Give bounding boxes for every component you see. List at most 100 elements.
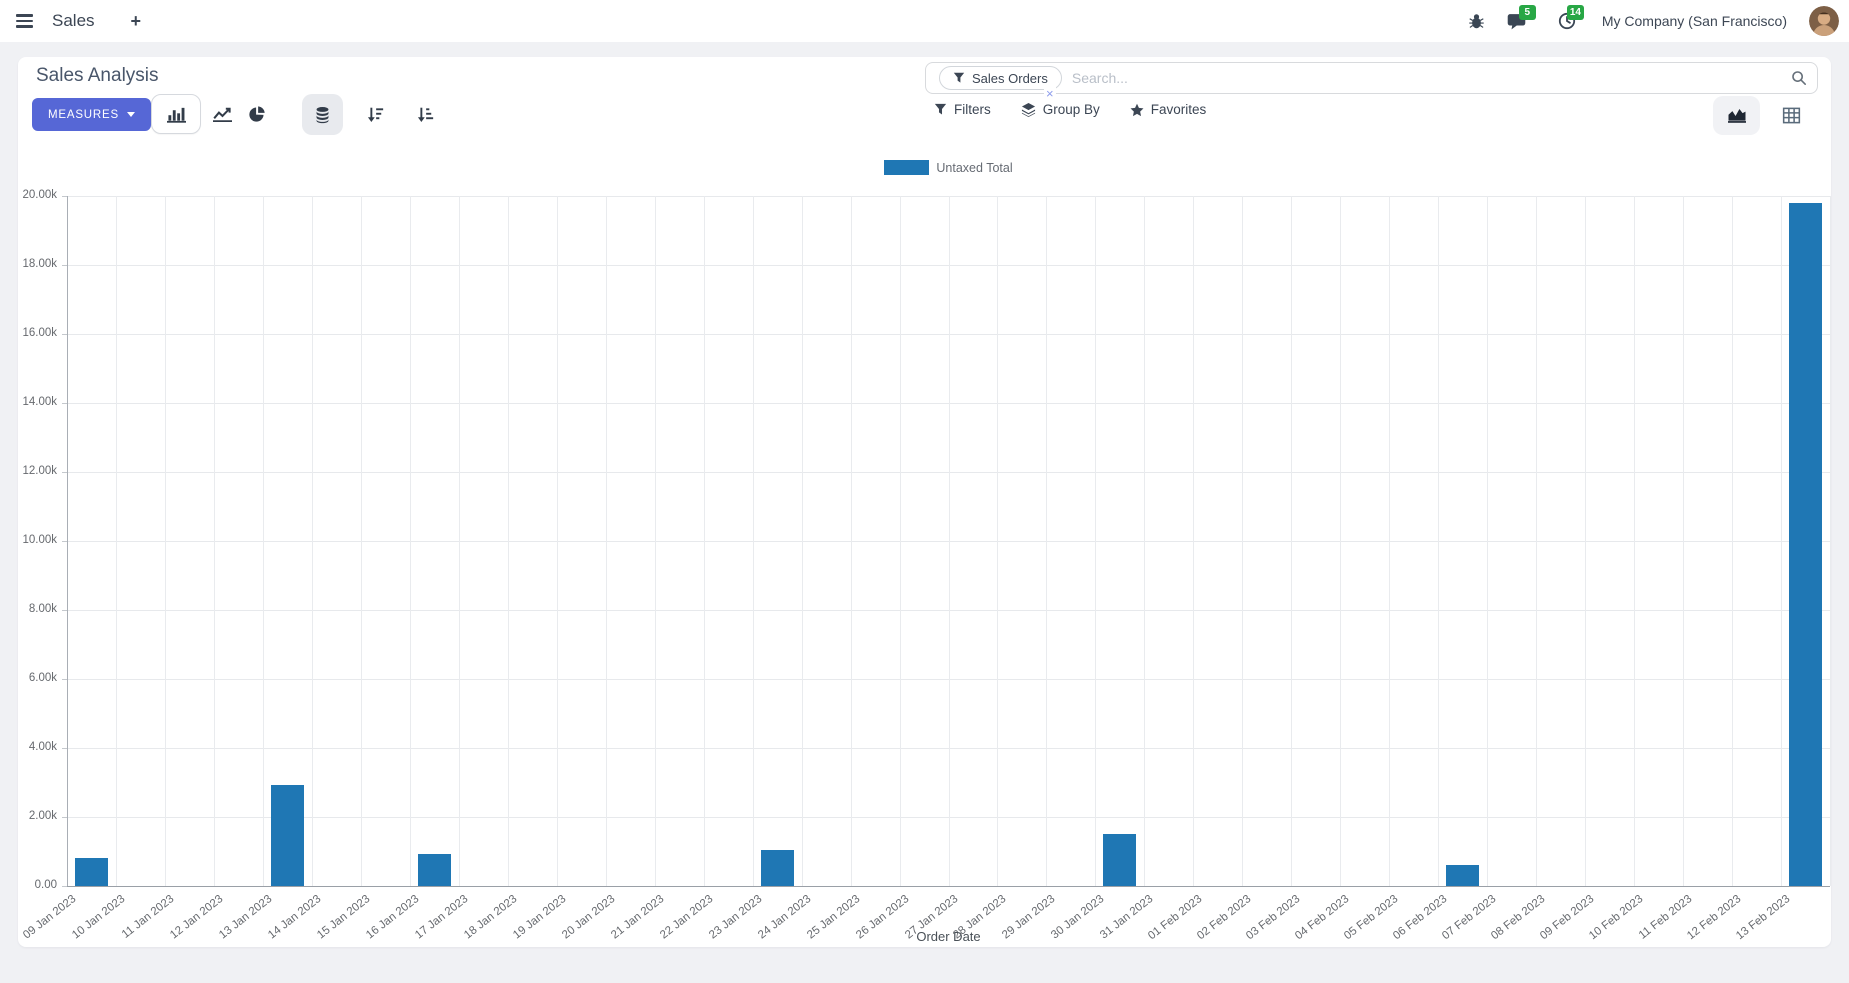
- apps-menu-icon[interactable]: [16, 9, 40, 33]
- x-gridline: [899, 196, 901, 886]
- y-axis-label: 4.00k: [28, 741, 57, 753]
- x-gridline: [605, 196, 607, 886]
- content-card: Sales Analysis MEASURES: [18, 57, 1831, 947]
- messages-icon[interactable]: 5: [1504, 5, 1536, 34]
- bar[interactable]: [417, 853, 451, 886]
- page-title: Sales Analysis: [36, 65, 159, 86]
- pivot-view-button[interactable]: [1768, 96, 1815, 135]
- y-axis-label: 10.00k: [22, 534, 57, 546]
- sort-descending-button[interactable]: [355, 94, 395, 134]
- top-navbar: Sales + 5 14 My Company (San Francisco): [0, 0, 1849, 42]
- x-gridline: [1193, 196, 1195, 886]
- x-gridline: [507, 196, 509, 886]
- bar-chart-plot: 0.00 2.00k 4.00k 6.00k 8.00k 10.00k 12.00k 14.0…: [21, 189, 1831, 942]
- star-icon: [1130, 103, 1144, 116]
- filter-funnel-icon: [953, 72, 965, 83]
- pivot-table-icon: [1782, 107, 1801, 124]
- x-gridline: [115, 196, 117, 886]
- y-axis-line: [67, 196, 68, 886]
- y-tick: [62, 610, 67, 611]
- facet-remove-icon[interactable]: ×: [1044, 86, 1056, 101]
- app-name[interactable]: Sales: [52, 11, 95, 30]
- x-gridline: [311, 196, 313, 886]
- y-tick: [62, 748, 67, 749]
- x-gridline: [1144, 196, 1146, 886]
- user-avatar[interactable]: [1809, 6, 1839, 36]
- line-chart-view-button[interactable]: [202, 94, 242, 134]
- x-gridline: [997, 196, 999, 886]
- x-gridline: [1340, 196, 1342, 886]
- y-tick: [62, 265, 67, 266]
- area-chart-icon: [1727, 108, 1746, 123]
- bar[interactable]: [760, 850, 794, 886]
- search-input[interactable]: [1071, 70, 1791, 86]
- facet-label: Sales Orders: [972, 70, 1048, 86]
- legend-label: Untaxed Total: [936, 160, 1013, 175]
- y-axis-label: 14.00k: [22, 396, 57, 408]
- x-gridline: [1536, 196, 1538, 886]
- x-gridline: [1242, 196, 1244, 886]
- y-axis-label: 2.00k: [28, 810, 57, 822]
- x-gridline: [1781, 196, 1783, 886]
- filters-button[interactable]: Filters: [934, 102, 991, 117]
- x-gridline: [850, 196, 852, 886]
- group-by-label: Group By: [1042, 102, 1100, 117]
- measures-button-label: MEASURES: [48, 108, 119, 121]
- search-facet-sales-orders[interactable]: Sales Orders: [939, 66, 1062, 90]
- graph-view-button[interactable]: [1713, 96, 1760, 135]
- measures-button[interactable]: MEASURES: [32, 98, 151, 131]
- x-gridline: [262, 196, 264, 886]
- legend-swatch: [884, 160, 930, 175]
- bar[interactable]: [1789, 202, 1822, 886]
- x-gridline: [703, 196, 705, 886]
- x-gridline: [1438, 196, 1440, 886]
- messages-count-badge[interactable]: 5: [1518, 5, 1536, 20]
- activities-clock-icon[interactable]: 14: [1554, 5, 1584, 34]
- y-tick: [62, 403, 67, 404]
- x-gridline: [360, 196, 362, 886]
- filter-funnel-icon: [934, 103, 947, 115]
- y-tick: [62, 679, 67, 680]
- line-chart-icon: [212, 107, 232, 122]
- x-gridline: [1732, 196, 1734, 886]
- x-gridline: [1830, 196, 1831, 886]
- bar-chart-icon: [166, 107, 186, 123]
- stacked-toggle-button[interactable]: [302, 94, 343, 135]
- search-icon[interactable]: [1791, 70, 1807, 86]
- x-gridline: [164, 196, 166, 886]
- x-gridline: [1389, 196, 1391, 886]
- x-gridline: [654, 196, 656, 886]
- x-gridline: [556, 196, 558, 886]
- y-axis-label: 16.00k: [22, 327, 57, 339]
- filters-label: Filters: [954, 102, 991, 117]
- caret-down-icon: [126, 112, 135, 117]
- favorites-button[interactable]: Favorites: [1130, 102, 1207, 117]
- y-tick: [62, 472, 67, 473]
- y-axis-label: 18.00k: [22, 258, 57, 270]
- sort-ascending-button[interactable]: [405, 94, 445, 134]
- bar[interactable]: [74, 858, 108, 886]
- sort-descending-icon: [367, 107, 383, 122]
- pie-chart-view-button[interactable]: [237, 94, 277, 134]
- database-stacked-icon: [316, 106, 329, 123]
- x-gridline: [1683, 196, 1685, 886]
- y-tick: [62, 334, 67, 335]
- y-tick: [62, 541, 67, 542]
- bar[interactable]: [1446, 864, 1480, 886]
- activities-count-badge[interactable]: 14: [1566, 5, 1584, 20]
- bar[interactable]: [1103, 833, 1137, 886]
- bar-chart-view-button[interactable]: [151, 94, 201, 134]
- favorites-label: Favorites: [1150, 102, 1207, 117]
- company-switcher[interactable]: My Company (San Francisco): [1601, 13, 1787, 29]
- bar[interactable]: [270, 784, 304, 886]
- y-tick: [62, 886, 67, 887]
- debug-bug-icon[interactable]: [1464, 8, 1490, 34]
- y-axis-label: 12.00k: [22, 465, 57, 477]
- group-by-button[interactable]: Group By: [1021, 102, 1100, 117]
- chart-legend[interactable]: Untaxed Total: [67, 160, 1830, 175]
- plus-icon[interactable]: +: [130, 11, 142, 31]
- y-axis-label: 20.00k: [22, 189, 57, 201]
- y-tick: [62, 817, 67, 818]
- sort-ascending-icon: [417, 107, 433, 122]
- search-bar[interactable]: Sales Orders ×: [925, 62, 1818, 100]
